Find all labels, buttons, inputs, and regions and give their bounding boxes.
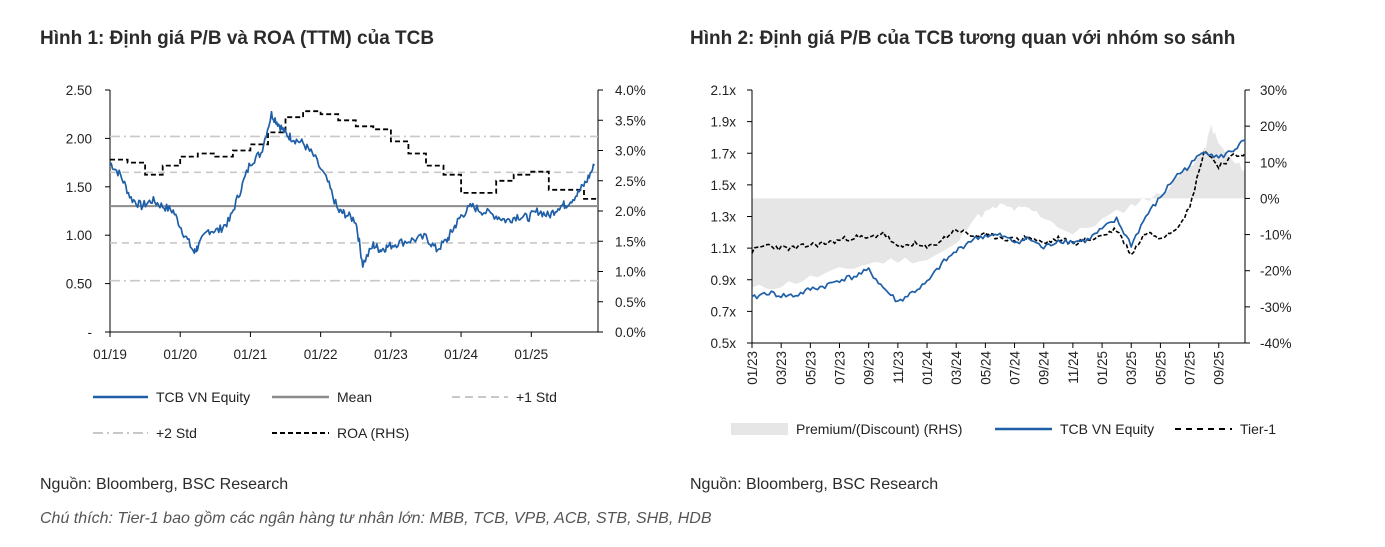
y-left-tick-label: 0.50 bbox=[66, 277, 92, 292]
x-tick-label: 09/24 bbox=[1037, 351, 1052, 385]
x-tick-label: 05/24 bbox=[978, 351, 993, 385]
y-right-tick-label: 2.5% bbox=[615, 174, 646, 189]
legend-swatch-premium bbox=[731, 423, 788, 435]
legend-label-roa: ROA (RHS) bbox=[337, 425, 409, 441]
y-left-tick-label: 1.50 bbox=[66, 180, 92, 195]
x-tick-label: 03/24 bbox=[949, 351, 964, 385]
tier1-series-line bbox=[751, 149, 1246, 256]
y-left-tick-label: 1.3x bbox=[710, 210, 736, 225]
chart1-pb-roa: - 0.50 1.00 1.50 2.00 2.50 0.0% 0.5% 1.0% 1.5% 2.0… bbox=[66, 83, 646, 441]
y-left-tick-label: 1.1x bbox=[710, 241, 736, 256]
x-tick-label: 11/23 bbox=[891, 351, 906, 384]
tcb-pb-series-line bbox=[751, 139, 1246, 303]
legend-label-tcb: TCB VN Equity bbox=[1060, 421, 1154, 437]
y-left-tick-label: 1.9x bbox=[710, 115, 736, 130]
x-tick-label: 11/24 bbox=[1066, 351, 1081, 384]
y-right-tick-label: 1.5% bbox=[615, 234, 646, 249]
x-tick-label: 07/25 bbox=[1183, 351, 1198, 385]
x-tick-label: 05/23 bbox=[803, 351, 818, 385]
x-tick-label: 07/24 bbox=[1008, 351, 1023, 385]
y-right-tick-label: 0.0% bbox=[615, 325, 646, 340]
x-tick-label: 03/23 bbox=[774, 351, 789, 385]
x-tick-label: 03/25 bbox=[1124, 351, 1139, 385]
y-right-tick-label: 20% bbox=[1260, 119, 1287, 134]
x-tick-label: 01/24 bbox=[920, 351, 935, 385]
x-tick-label: 01/20 bbox=[163, 347, 197, 362]
y-left-tick-label: 0.7x bbox=[710, 304, 736, 319]
y-right-tick-label: 0% bbox=[1260, 191, 1280, 206]
y-right-tick-label: -30% bbox=[1260, 300, 1292, 315]
x-tick-label: 01/19 bbox=[93, 347, 127, 362]
x-tick-label: 01/21 bbox=[234, 347, 268, 362]
y-right-tick-label: 10% bbox=[1260, 155, 1287, 170]
y-right-tick-label: -20% bbox=[1260, 264, 1292, 279]
y-left-tick-label: 1.5x bbox=[710, 178, 736, 193]
premium-discount-area bbox=[752, 125, 1245, 290]
y-right-tick-label: 0.5% bbox=[615, 295, 646, 310]
y-right-tick-label: -10% bbox=[1260, 228, 1292, 243]
x-tick-label: 09/25 bbox=[1212, 351, 1227, 385]
y-right-tick-label: 3.0% bbox=[615, 144, 646, 159]
y-left-tick-label: 1.7x bbox=[710, 146, 736, 161]
chart1-title: Hình 1: Định giá P/B và ROA (TTM) của TC… bbox=[40, 28, 435, 49]
x-tick-label: 01/24 bbox=[444, 347, 478, 362]
legend-label-premium: Premium/(Discount) (RHS) bbox=[796, 421, 962, 437]
y-left-tick-label: 0.9x bbox=[710, 273, 736, 288]
y-left-tick-label: 2.00 bbox=[66, 131, 92, 146]
y-left-tick-label: - bbox=[88, 325, 93, 340]
x-tick-label: 07/23 bbox=[833, 351, 848, 385]
x-tick-label: 05/25 bbox=[1153, 351, 1168, 385]
chart2-pb-peers: 0.5x 0.7x 0.9x 1.1x 1.3x 1.5x 1.7x 1.9x 2.1x -40%… bbox=[710, 83, 1292, 437]
y-left-tick-label: 2.50 bbox=[66, 83, 92, 98]
y-right-tick-label: 3.5% bbox=[615, 113, 646, 128]
legend-label-plus1-std: +1 Std bbox=[516, 389, 557, 405]
y-right-tick-label: -40% bbox=[1260, 336, 1292, 351]
x-tick-label: 01/25 bbox=[1095, 351, 1110, 385]
y-left-tick-label: 0.5x bbox=[710, 336, 736, 351]
y-left-tick-label: 2.1x bbox=[710, 83, 736, 98]
x-tick-label: 09/23 bbox=[862, 351, 877, 385]
x-tick-label: 01/22 bbox=[304, 347, 338, 362]
legend-label-tcb: TCB VN Equity bbox=[156, 389, 250, 405]
chart2-title: Hình 2: Định giá P/B của TCB tương quan … bbox=[690, 28, 1236, 49]
source-left: Nguồn: Bloomberg, BSC Research bbox=[40, 476, 289, 493]
tcb-pb-series-line bbox=[109, 110, 596, 268]
footnote: Chú thích: Tier-1 bao gồm các ngân hàng … bbox=[40, 510, 712, 527]
legend-label-tier1: Tier-1 bbox=[1240, 421, 1276, 437]
legend-label-mean: Mean bbox=[337, 389, 372, 405]
x-tick-label: 01/23 bbox=[374, 347, 408, 362]
y-right-tick-label: 30% bbox=[1260, 83, 1287, 98]
x-tick-label: 01/23 bbox=[745, 351, 760, 385]
y-right-tick-label: 1.0% bbox=[615, 265, 646, 280]
y-left-tick-label: 1.00 bbox=[66, 228, 92, 243]
roa-series-line bbox=[110, 110, 598, 200]
source-right: Nguồn: Bloomberg, BSC Research bbox=[690, 476, 939, 493]
x-tick-label: 01/25 bbox=[514, 347, 548, 362]
legend-label-plus2-std: +2 Std bbox=[156, 425, 197, 441]
y-right-tick-label: 4.0% bbox=[615, 83, 646, 98]
y-right-tick-label: 2.0% bbox=[615, 204, 646, 219]
